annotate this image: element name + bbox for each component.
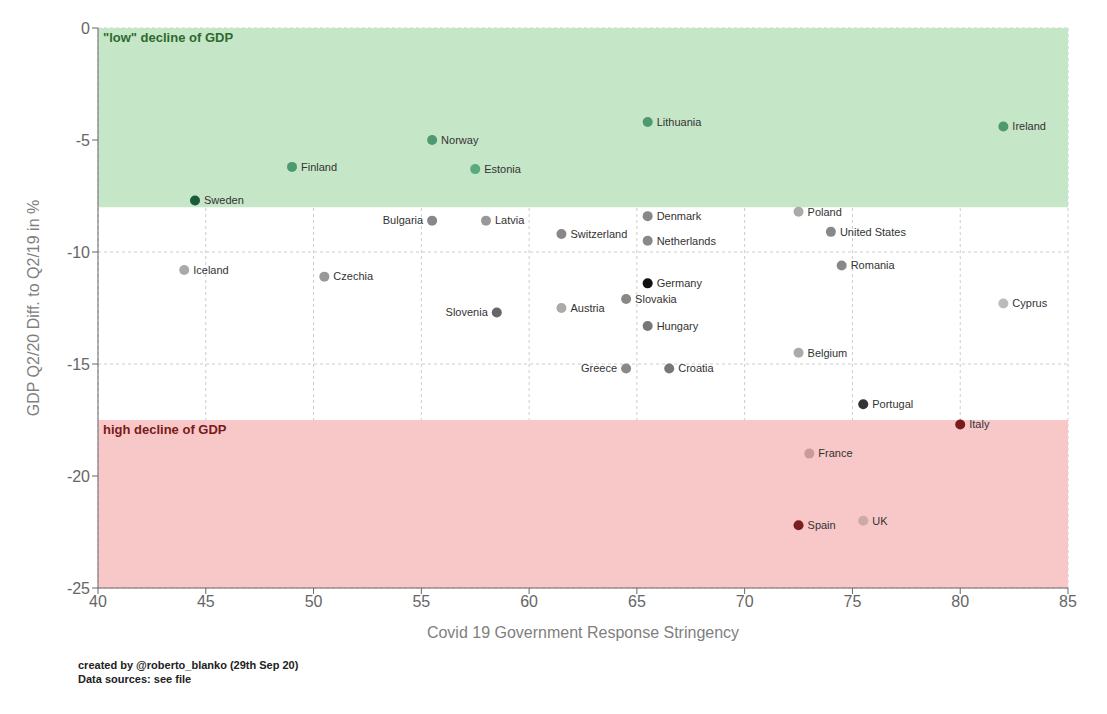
svg-text:50: 50 (305, 593, 323, 610)
svg-text:0: 0 (81, 20, 90, 37)
svg-text:Greece: Greece (581, 362, 617, 374)
svg-text:75: 75 (844, 593, 862, 610)
svg-text:UK: UK (872, 515, 888, 527)
svg-text:Belgium: Belgium (808, 347, 848, 359)
svg-text:Cyprus: Cyprus (1012, 297, 1047, 309)
svg-text:45: 45 (197, 593, 215, 610)
svg-text:-20: -20 (67, 468, 90, 485)
svg-text:Italy: Italy (969, 418, 990, 430)
svg-text:France: France (818, 447, 852, 459)
svg-text:Covid 19 Government Response S: Covid 19 Government Response Stringency (427, 624, 739, 641)
svg-text:GDP Q2/20 Diff. to Q2/19 in %: GDP Q2/20 Diff. to Q2/19 in % (25, 200, 42, 416)
svg-text:70: 70 (736, 593, 754, 610)
svg-text:80: 80 (951, 593, 969, 610)
svg-text:Netherlands: Netherlands (657, 235, 717, 247)
svg-text:United States: United States (840, 226, 907, 238)
svg-text:Hungary: Hungary (657, 320, 699, 332)
svg-text:"low" decline of GDP: "low" decline of GDP (103, 30, 233, 45)
svg-text:Czechia: Czechia (333, 270, 374, 282)
svg-text:Romania: Romania (851, 259, 896, 271)
svg-text:-25: -25 (67, 580, 90, 597)
svg-text:Latvia: Latvia (495, 214, 525, 226)
svg-text:60: 60 (520, 593, 538, 610)
svg-text:Croatia: Croatia (678, 362, 714, 374)
svg-text:55: 55 (412, 593, 430, 610)
svg-text:40: 40 (89, 593, 107, 610)
svg-text:-5: -5 (76, 132, 90, 149)
svg-text:Switzerland: Switzerland (570, 228, 627, 240)
svg-text:Lithuania: Lithuania (657, 116, 703, 128)
svg-text:high decline of GDP: high decline of GDP (103, 422, 227, 437)
svg-text:Iceland: Iceland (193, 264, 228, 276)
svg-text:-15: -15 (67, 356, 90, 373)
svg-text:Ireland: Ireland (1012, 120, 1046, 132)
svg-text:Norway: Norway (441, 134, 479, 146)
svg-text:Sweden: Sweden (204, 194, 244, 206)
svg-text:Slovakia: Slovakia (635, 293, 677, 305)
svg-text:Germany: Germany (657, 277, 703, 289)
svg-text:Austria: Austria (570, 302, 605, 314)
svg-text:Denmark: Denmark (657, 210, 702, 222)
svg-text:Slovenia: Slovenia (446, 306, 489, 318)
svg-text:Bulgaria: Bulgaria (383, 214, 424, 226)
svg-text:Portugal: Portugal (872, 398, 913, 410)
svg-text:Estonia: Estonia (484, 163, 522, 175)
svg-text:-10: -10 (67, 244, 90, 261)
svg-text:65: 65 (628, 593, 646, 610)
svg-text:Finland: Finland (301, 161, 337, 173)
svg-text:85: 85 (1059, 593, 1077, 610)
svg-text:Poland: Poland (808, 206, 842, 218)
html-text:Data sources: see file: Data sources: see file (78, 673, 192, 685)
svg-text:Spain: Spain (808, 519, 836, 531)
html-text:created by @roberto_blanko (29: created by @roberto_blanko (29th Sep 20) (78, 659, 299, 671)
